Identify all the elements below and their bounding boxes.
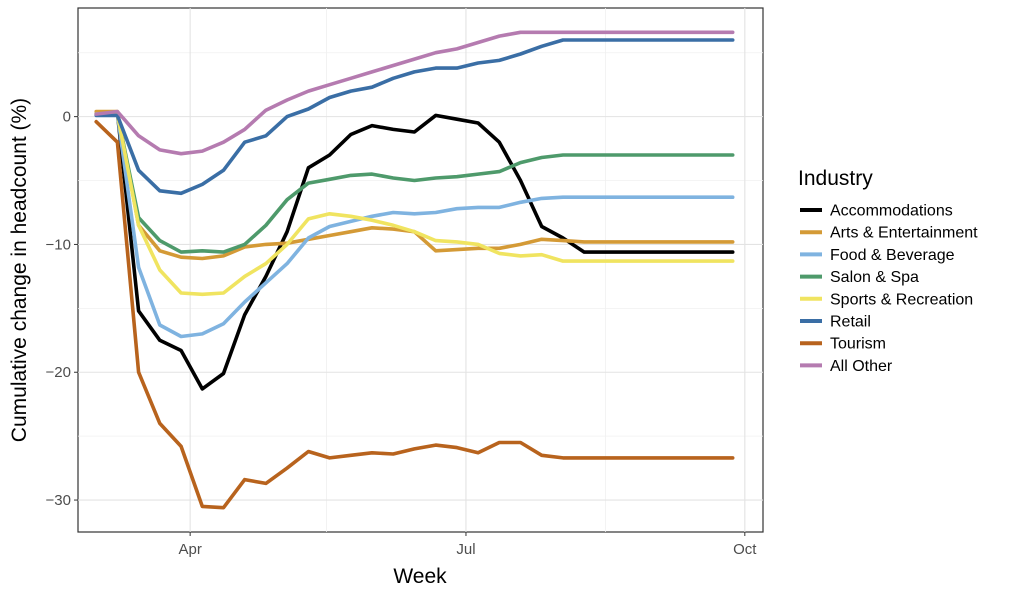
x-tick-label: Apr: [178, 541, 201, 558]
series-line-all-other: [94, 30, 735, 156]
x-tick-label: Jul: [456, 541, 475, 558]
y-tick-label: −10: [46, 236, 71, 253]
legend-label-retail: Retail: [830, 314, 871, 331]
gridlines: [78, 8, 763, 532]
x-axis-title: Week: [393, 565, 447, 588]
y-tick-label: −30: [46, 492, 71, 509]
legend-label-all-other: All Other: [830, 358, 893, 375]
legend-label-accommodations: Accommodations: [830, 203, 953, 220]
x-axis-ticks: Apr Jul Oct: [178, 532, 757, 558]
x-tick-label: Oct: [733, 541, 757, 558]
legend-label-tourism: Tourism: [830, 336, 886, 353]
series-line-tourism: [94, 119, 735, 510]
legend: Industry Accommodations Arts & Entertainm…: [798, 167, 978, 375]
y-tick-label: −20: [46, 364, 71, 381]
y-tick-label: 0: [63, 109, 71, 126]
series-line-sports-recreation: [94, 112, 735, 297]
legend-title: Industry: [798, 167, 873, 190]
legend-label-salon-spa: Salon & Spa: [830, 269, 919, 286]
series-line-retail: [94, 38, 735, 196]
legend-label-sports-recreation: Sports & Recreation: [830, 291, 973, 308]
legend-label-arts-entertainment: Arts & Entertainment: [830, 225, 978, 242]
series-lines: [94, 30, 735, 510]
y-axis-title: Cumulative change in headcount (%): [8, 98, 31, 442]
legend-label-food-beverage: Food & Beverage: [830, 247, 955, 264]
series-line-accommodations: [94, 111, 735, 391]
y-axis-ticks: −30 −20 −10 0: [46, 109, 78, 509]
plot-panel: [77, 7, 764, 533]
series-line-food-beverage: [94, 112, 735, 339]
series-line-salon-spa: [94, 112, 735, 254]
